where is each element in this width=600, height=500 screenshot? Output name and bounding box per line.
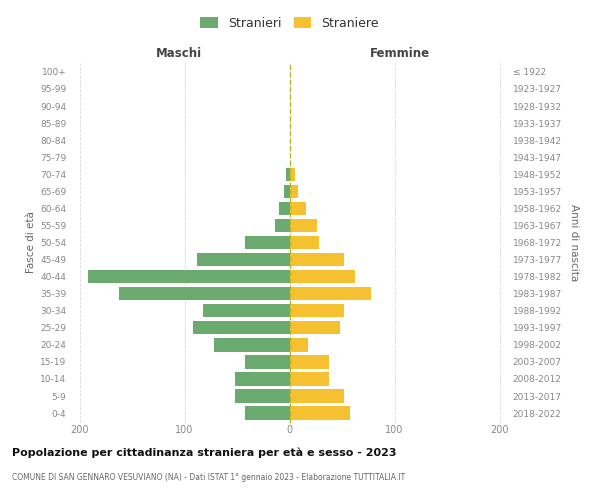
- Bar: [290, 406, 350, 420]
- Bar: [290, 253, 344, 266]
- Bar: [290, 236, 319, 249]
- Text: Femmine: Femmine: [370, 47, 430, 60]
- Bar: [284, 184, 290, 198]
- Bar: [286, 168, 290, 181]
- Bar: [193, 321, 290, 334]
- Bar: [290, 219, 317, 232]
- Bar: [235, 372, 290, 386]
- Legend: Stranieri, Straniere: Stranieri, Straniere: [197, 13, 383, 34]
- Bar: [290, 356, 329, 368]
- Bar: [290, 321, 340, 334]
- Bar: [290, 270, 355, 283]
- Bar: [275, 219, 290, 232]
- Bar: [245, 236, 290, 249]
- Y-axis label: Fasce di età: Fasce di età: [26, 212, 36, 274]
- Text: Popolazione per cittadinanza straniera per età e sesso - 2023: Popolazione per cittadinanza straniera p…: [12, 448, 397, 458]
- Bar: [197, 253, 290, 266]
- Text: Maschi: Maschi: [156, 47, 202, 60]
- Bar: [290, 184, 298, 198]
- Bar: [290, 168, 295, 181]
- Bar: [203, 304, 290, 318]
- Bar: [235, 390, 290, 402]
- Bar: [290, 390, 344, 402]
- Bar: [279, 202, 290, 215]
- Bar: [214, 338, 290, 351]
- Bar: [119, 287, 290, 300]
- Bar: [245, 406, 290, 420]
- Bar: [290, 304, 344, 318]
- Bar: [290, 287, 371, 300]
- Bar: [290, 372, 329, 386]
- Y-axis label: Anni di nascita: Anni di nascita: [569, 204, 578, 281]
- Bar: [290, 202, 307, 215]
- Bar: [245, 356, 290, 368]
- Bar: [290, 338, 308, 351]
- Bar: [88, 270, 290, 283]
- Text: COMUNE DI SAN GENNARO VESUVIANO (NA) - Dati ISTAT 1° gennaio 2023 - Elaborazione: COMUNE DI SAN GENNARO VESUVIANO (NA) - D…: [12, 472, 405, 482]
